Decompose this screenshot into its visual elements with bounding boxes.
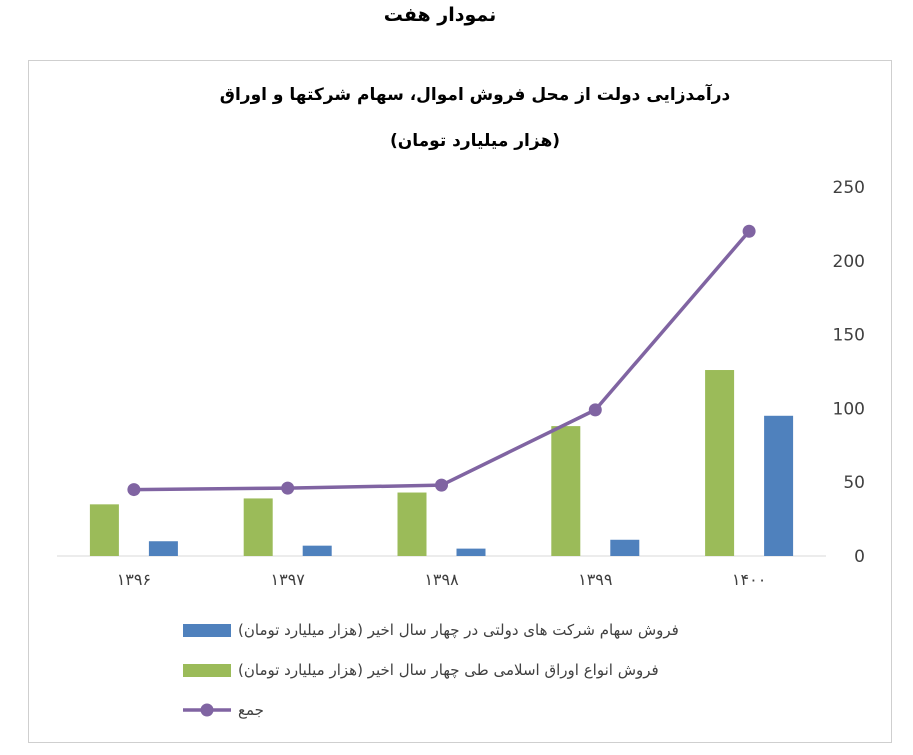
figure-caption: نمودار هفت (383, 4, 497, 26)
legend-label: فروش انواع اوراق اسلامی طی چهار سال اخیر… (238, 661, 659, 679)
total-point (742, 224, 756, 238)
total-point (588, 403, 602, 417)
legend-swatch (183, 624, 231, 637)
bar-state-shares (456, 548, 486, 556)
bar-islamic-bonds (551, 426, 581, 556)
bar-state-shares (148, 541, 178, 556)
chart-subtitle: (هزار میلیارد تومان) (389, 131, 561, 151)
y-tick-label: 250 (833, 178, 865, 198)
chart-title: درآمدزایی دولت از محل فروش اموال، سهام ش… (219, 85, 731, 105)
legend-label: فروش سهام شرکت های دولتی در چهار سال اخی… (238, 621, 679, 639)
total-point (435, 478, 448, 492)
y-tick-label: 150 (833, 326, 865, 346)
bar-state-shares (764, 415, 794, 556)
bar-state-shares (302, 545, 332, 556)
chart-plot: 0 50 100 150 200 250 ۱۳۹۶ ۱۳۹۷ ۱۳۹۸ ۱۳۹۹ ۱۴۰۰ فروش … (57, 178, 865, 719)
x-category-label: ۱۳۹۸ (424, 570, 459, 589)
total-point (127, 483, 141, 497)
x-category-label: ۱۳۹۶ (117, 570, 151, 589)
bar-islamic-bonds (89, 504, 119, 556)
bar-islamic-bonds (397, 492, 427, 556)
y-tick-label: 0 (854, 547, 865, 567)
legend-marker (200, 703, 214, 717)
chart-frame: درآمدزایی دولت از محل فروش اموال، سهام ش… (28, 60, 892, 743)
x-category-label: ۱۴۰۰ (732, 570, 766, 589)
x-category-label: ۱۳۹۷ (271, 570, 306, 589)
y-tick-label: 50 (843, 473, 865, 493)
bar-islamic-bonds (705, 370, 735, 556)
legend-label: جمع (238, 701, 264, 719)
legend-swatch (183, 664, 231, 677)
x-category-label: ۱۳۹۹ (578, 570, 612, 589)
y-tick-label: 100 (833, 399, 865, 419)
total-point (281, 481, 295, 495)
total-line (133, 230, 751, 492)
bar-islamic-bonds (243, 498, 273, 556)
y-tick-label: 200 (833, 252, 865, 272)
bar-state-shares (610, 539, 640, 556)
